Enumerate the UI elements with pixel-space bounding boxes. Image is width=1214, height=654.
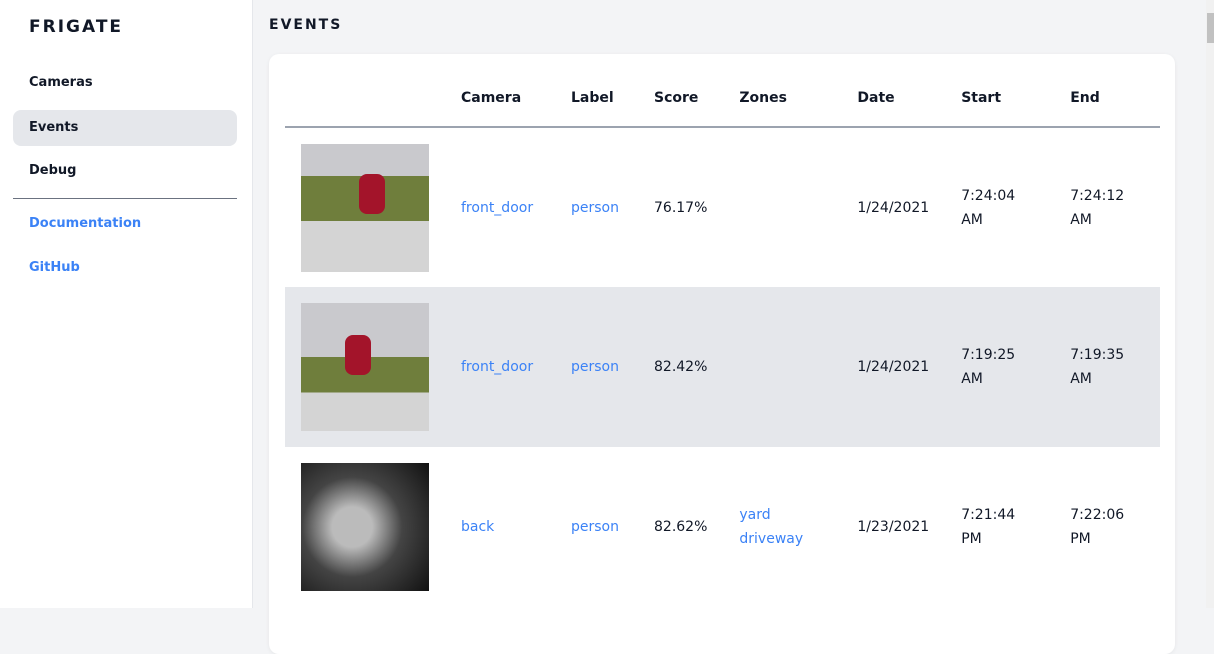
- camera-link[interactable]: front_door: [461, 199, 534, 216]
- table-row[interactable]: front_door person 76.17% 1/24/2021 7:24:…: [285, 127, 1160, 287]
- sidebar-item-cameras[interactable]: Cameras: [29, 75, 93, 90]
- col-thumbnail: [285, 70, 445, 128]
- camera-link[interactable]: back: [461, 519, 495, 535]
- col-zones: Zones: [723, 70, 842, 128]
- date: 1/24/2021: [841, 287, 946, 447]
- sidebar-item-events[interactable]: Events: [13, 110, 237, 146]
- sidebar-link-documentation[interactable]: Documentation: [29, 216, 142, 231]
- col-label: Label: [555, 70, 638, 128]
- zone-link[interactable]: driveway: [739, 531, 804, 547]
- scrollbar[interactable]: [1206, 0, 1214, 608]
- date: 1/24/2021: [857, 199, 930, 216]
- table-header: Camera Label Score Zones Date Start End: [285, 70, 1160, 128]
- event-thumbnail[interactable]: [301, 303, 429, 431]
- col-end: End: [1054, 70, 1160, 128]
- sidebar: FRIGATE Cameras Events Debug Documentati…: [0, 0, 253, 608]
- zones: yard driveway: [723, 447, 841, 607]
- event-thumbnail[interactable]: [301, 463, 429, 591]
- col-score: Score: [638, 70, 724, 128]
- page-title: EVENTS: [269, 17, 343, 33]
- score: 76.17%: [654, 199, 708, 216]
- zone-link[interactable]: yard: [739, 507, 771, 523]
- score: 82.62%: [654, 519, 708, 535]
- label-link[interactable]: person: [555, 287, 638, 447]
- date: 1/23/2021: [857, 519, 930, 535]
- start-time: 7:19:25 AM: [945, 287, 1055, 447]
- table-row[interactable]: back person 82.62% yard driveway 1/23/202…: [285, 447, 1160, 607]
- zones: [723, 127, 841, 287]
- col-date: Date: [841, 70, 946, 128]
- scrollbar-thumb[interactable]: [1207, 13, 1214, 43]
- end-time: 7:22:06 PM: [1070, 507, 1125, 547]
- table-row[interactable]: front_door person 82.42% 1/24/2021 7:19:…: [285, 287, 1160, 447]
- sidebar-link-github[interactable]: GitHub: [29, 260, 80, 275]
- events-card: Camera Label Score Zones Date Start End …: [269, 54, 1175, 654]
- sidebar-divider: [13, 198, 237, 199]
- event-thumbnail[interactable]: [301, 143, 429, 272]
- camera-link[interactable]: front_door: [445, 287, 555, 447]
- label-link[interactable]: person: [571, 519, 619, 535]
- label-link[interactable]: person: [571, 199, 619, 216]
- brand-logo: FRIGATE: [29, 17, 124, 37]
- sidebar-item-debug[interactable]: Debug: [29, 163, 77, 178]
- end-time: 7:24:12 AM: [1070, 187, 1125, 228]
- col-camera: Camera: [445, 70, 555, 128]
- start-time: 7:21:44 PM: [961, 507, 1016, 547]
- zones: [723, 287, 842, 447]
- start-time: 7:24:04 AM: [961, 187, 1016, 228]
- score: 82.42%: [638, 287, 724, 447]
- events-table: Camera Label Score Zones Date Start End …: [285, 70, 1160, 607]
- end-time: 7:19:35 AM: [1054, 287, 1160, 447]
- col-start: Start: [945, 70, 1055, 128]
